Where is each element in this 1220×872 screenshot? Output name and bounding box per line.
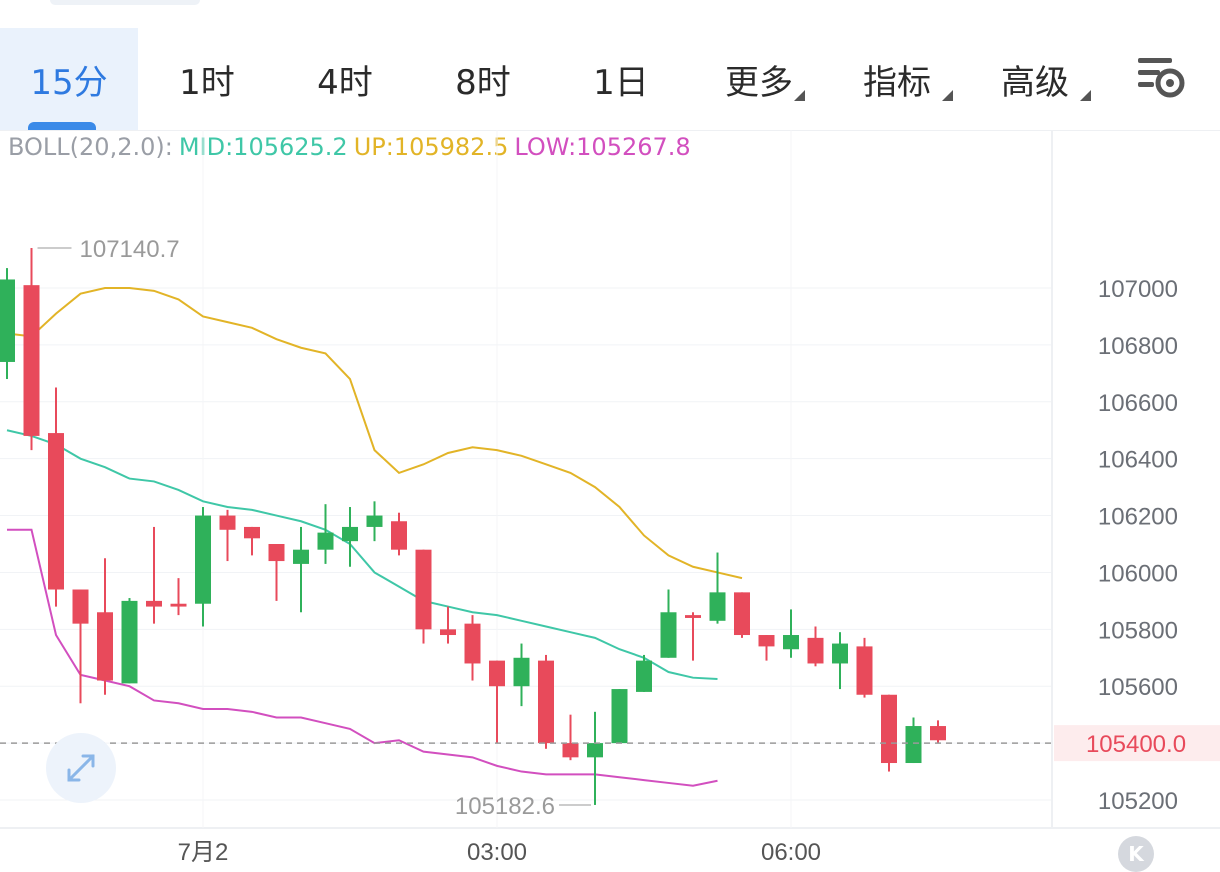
candle-up [905, 726, 922, 764]
x-tick-label: 06:00 [761, 839, 821, 866]
candle-down [881, 694, 897, 764]
candle-down [219, 515, 236, 530]
kline-label: K [1128, 842, 1144, 866]
candle-down [415, 549, 432, 630]
candlestick-chart[interactable]: 107000 106800 106600 106400 106200 106000 1058… [0, 130, 1220, 872]
tab-more[interactable]: 更多 [690, 28, 828, 130]
chart-settings-icon[interactable] [1132, 52, 1188, 104]
expand-button[interactable] [46, 733, 116, 803]
tab-label: 更多 [725, 62, 793, 103]
boll-mid-value: MID:105625.2 [178, 133, 348, 161]
candle-down [758, 635, 775, 647]
low-marker-label: 105182.6 [455, 793, 555, 820]
candle-down [72, 589, 89, 624]
candle-down [146, 600, 162, 607]
candle-up [0, 279, 15, 362]
y-tick-label: 106200 [1098, 504, 1178, 531]
tab-label: 1日 [593, 62, 649, 103]
candle-up [121, 600, 138, 684]
boll-upper-line [6, 287, 743, 580]
tab-8h[interactable]: 8时 [414, 28, 552, 130]
candle-up [611, 689, 628, 744]
boll-mid-line [6, 429, 718, 681]
candle-down [391, 521, 407, 550]
candle-down [23, 285, 40, 436]
active-tab-indicator [28, 122, 96, 130]
current-price-tag: 105400.0 [1086, 731, 1186, 758]
candle-down [562, 743, 579, 758]
candle-up [366, 515, 383, 527]
y-tick-label: 106800 [1098, 333, 1178, 360]
candle-up [709, 592, 726, 621]
tab-label: 高级 [1001, 62, 1069, 103]
candle-down [97, 612, 113, 681]
tab-label: 8时 [455, 62, 511, 103]
tab-1h[interactable]: 1时 [138, 28, 276, 130]
tab-4h[interactable]: 4时 [276, 28, 414, 130]
boll-up-value: UP:105982.5 [353, 133, 509, 161]
y-tick-label: 105600 [1098, 674, 1178, 701]
candle-down [489, 660, 505, 687]
dropdown-corner-icon [794, 90, 805, 101]
dropdown-corner-icon [942, 90, 953, 101]
dropdown-corner-icon [1080, 90, 1091, 101]
top-edge [50, 0, 200, 5]
candle-down [268, 544, 285, 562]
boll-low-value: LOW:105267.8 [514, 133, 691, 161]
x-tick-label: 7月2 [178, 839, 229, 866]
tab-label: 4时 [317, 62, 373, 103]
tab-label: 指标 [863, 62, 931, 103]
candle-up [317, 532, 334, 550]
y-tick-label: 106400 [1098, 447, 1178, 474]
expand-icon [67, 754, 95, 782]
current-price-tag-bg [1054, 725, 1220, 762]
candle-up [513, 657, 530, 687]
candle-down [734, 592, 750, 636]
candle-down [930, 726, 946, 741]
candle-up [636, 660, 652, 692]
candle-down [538, 660, 554, 744]
y-tick-label: 106000 [1098, 560, 1178, 587]
candle-up [342, 526, 358, 542]
y-tick-label: 105200 [1098, 788, 1178, 815]
candle-down [244, 526, 260, 539]
high-marker-label: 107140.7 [80, 236, 180, 263]
tab-indicators[interactable]: 指标 [828, 28, 966, 130]
x-tick-label: 03:00 [467, 839, 527, 866]
tab-label: 15分 [30, 62, 108, 103]
boll-legend-name: BOLL(20,2.0): [8, 133, 173, 161]
candle-down [807, 637, 824, 664]
y-tick-label: 105800 [1098, 617, 1178, 644]
tab-advanced[interactable]: 高级 [966, 28, 1104, 130]
candle-up [195, 515, 211, 604]
candle-down [170, 603, 187, 607]
tab-15m[interactable]: 15分 [0, 28, 138, 130]
candle-up [587, 743, 603, 758]
tab-1d[interactable]: 1日 [552, 28, 690, 130]
y-tick-label: 106600 [1098, 390, 1178, 417]
timeframe-tabs: 15分 1时 4时 8时 1日 更多 指标 高级 [0, 0, 1220, 131]
kline-icon[interactable]: K [1118, 836, 1154, 872]
candle-up [660, 612, 677, 658]
candle-down [464, 623, 481, 664]
boll-lower-line [7, 528, 718, 787]
candle-down [685, 615, 701, 618]
candle-up [783, 635, 799, 650]
candle-up [293, 549, 309, 564]
candle-down [440, 629, 456, 636]
boll-legend: BOLL(20,2.0): MID:105625.2 UP:105982.5 LOW:… [8, 133, 697, 161]
tab-label: 1时 [179, 62, 235, 103]
candle-down [48, 433, 64, 590]
candle-down [856, 646, 873, 695]
y-tick-label: 107000 [1098, 276, 1178, 303]
candle-up [832, 643, 848, 664]
